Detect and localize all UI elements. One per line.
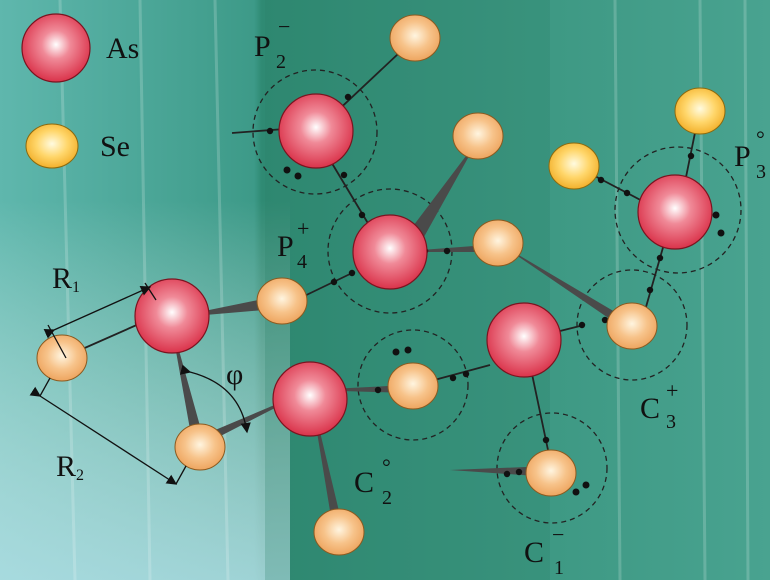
as-atom — [278, 93, 354, 169]
se-atom — [472, 219, 524, 267]
as-atom — [352, 214, 428, 290]
defect-label-c2: C ° 2 — [354, 454, 392, 509]
defect-label-c3: C + 3 — [640, 378, 679, 433]
se-atom — [387, 362, 439, 410]
as-atom — [272, 361, 348, 437]
legend-as-label: As — [106, 32, 140, 65]
c2-circle — [357, 329, 469, 441]
defect-label-p4: P + 4 — [277, 216, 310, 273]
legend-se-label: Se — [100, 130, 130, 163]
se-atom — [256, 277, 308, 325]
r2-dimension — [29, 386, 178, 485]
c3-circle — [576, 269, 688, 381]
se-atom — [525, 449, 577, 497]
legend-as-atom — [21, 13, 91, 83]
p3-circle — [614, 146, 742, 274]
se-atom — [452, 112, 504, 160]
se-atom — [548, 142, 600, 190]
bond-line — [231, 128, 286, 134]
defect-label-p2: P − 2 — [254, 14, 291, 73]
defect-label-p3: P ° 3 — [734, 126, 766, 183]
bond-dots — [134, 93, 695, 478]
se-atom — [389, 14, 441, 62]
se-atom — [606, 302, 658, 350]
se-atom — [313, 508, 365, 556]
r1-label: R 1 — [52, 262, 80, 296]
p2-circle — [252, 69, 378, 195]
se-atom — [36, 334, 88, 382]
legend-se-atom — [25, 123, 79, 169]
dimension-lines — [29, 282, 251, 485]
se-atom — [674, 87, 726, 135]
as-atom — [486, 302, 562, 378]
wedge-bond — [310, 385, 408, 393]
r1-dimension — [43, 285, 152, 339]
as-atoms — [134, 93, 713, 437]
se-atoms — [36, 14, 726, 556]
angle-label: φ — [226, 358, 244, 391]
as-atom — [637, 174, 713, 250]
angle-arc — [179, 364, 251, 434]
wedge-bond — [500, 244, 632, 330]
r2-label: R 2 — [56, 450, 84, 484]
defect-label-c1: C − 1 — [524, 522, 565, 579]
lone-pairs — [283, 166, 725, 496]
c1-circle — [496, 412, 608, 524]
se-atom — [174, 423, 226, 471]
legend-symbols — [21, 13, 91, 169]
as-atom — [134, 278, 210, 354]
